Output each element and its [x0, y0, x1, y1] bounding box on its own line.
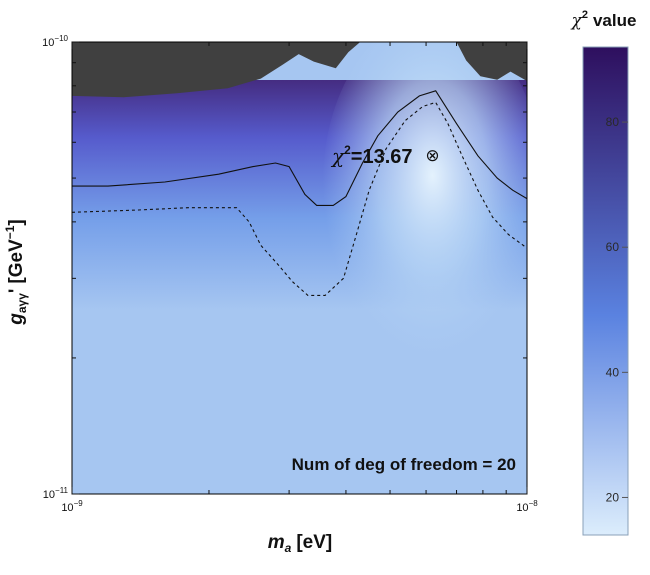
y-tick-label: 10−10 [42, 34, 68, 49]
colorbar: 20 40 60 80 χ2 value [571, 9, 637, 536]
best-fit-label-symbol: χ [330, 144, 346, 168]
heatmap-low-chi2-region [322, 42, 527, 356]
y-tick-mantissa: 10 [43, 489, 55, 501]
plot-area [72, 42, 527, 494]
y-tick-mantissa: 10 [42, 37, 54, 49]
colorbar-title: χ2 value [571, 9, 637, 31]
y-axis-unit-open: [GeV [6, 239, 27, 284]
x-tick-mantissa: 10 [61, 502, 73, 514]
colorbar-bar [582, 46, 629, 536]
colorbar-tick-label: 20 [606, 490, 620, 504]
contour-solid [72, 90, 527, 206]
y-tick-label: 10−11 [43, 486, 69, 501]
y-axis-unit-exp: −1 [3, 225, 17, 239]
colorbar-title-word: value [593, 11, 636, 30]
x-tick-label: 10−9 [61, 499, 83, 514]
y-axis-title: gaγγ' [GeV−1] [3, 219, 29, 326]
colorbar-title-symbol: χ [571, 11, 584, 31]
y-tick-exp: −11 [55, 486, 69, 495]
colorbar-title-exp: 2 [582, 9, 588, 21]
colorbar-tick-label: 80 [606, 115, 620, 129]
best-fit-marker: ⊗ [425, 146, 439, 166]
best-fit-label-exp: 2 [344, 143, 351, 157]
x-tick-mantissa: 10 [516, 502, 528, 514]
x-axis-subscript: a [285, 541, 292, 555]
x-axis-symbol: m [268, 532, 285, 553]
excluded-region [72, 42, 527, 98]
y-axis-symbol: g [6, 313, 27, 326]
dof-annotation: Num of deg of freedom = 20 [292, 455, 516, 474]
contour-lines [72, 90, 527, 296]
colorbar-tick-label: 40 [606, 365, 620, 379]
y-tick-exp: −10 [54, 34, 68, 43]
best-fit-label-value: =13.67 [351, 146, 413, 168]
plot-frame [71, 41, 528, 495]
colorbar-tick-label: 60 [606, 240, 620, 254]
y-axis-subscript: aγγ [15, 293, 29, 313]
x-tick-exp: −9 [74, 499, 84, 508]
y-axis-prime: ' [6, 289, 27, 294]
colorbar-ticks: 20 40 60 80 [606, 115, 628, 504]
x-axis-unit: [eV] [296, 532, 332, 553]
x-tick-exp: −8 [529, 499, 539, 508]
best-fit-label: χ2=13.67 [330, 143, 413, 168]
x-tick-label: 10−8 [516, 499, 538, 514]
x-ticks: 10−9 10−8 [61, 42, 538, 514]
y-axis-unit-close: ] [6, 219, 27, 225]
x-axis-title: ma [eV] [268, 532, 333, 555]
